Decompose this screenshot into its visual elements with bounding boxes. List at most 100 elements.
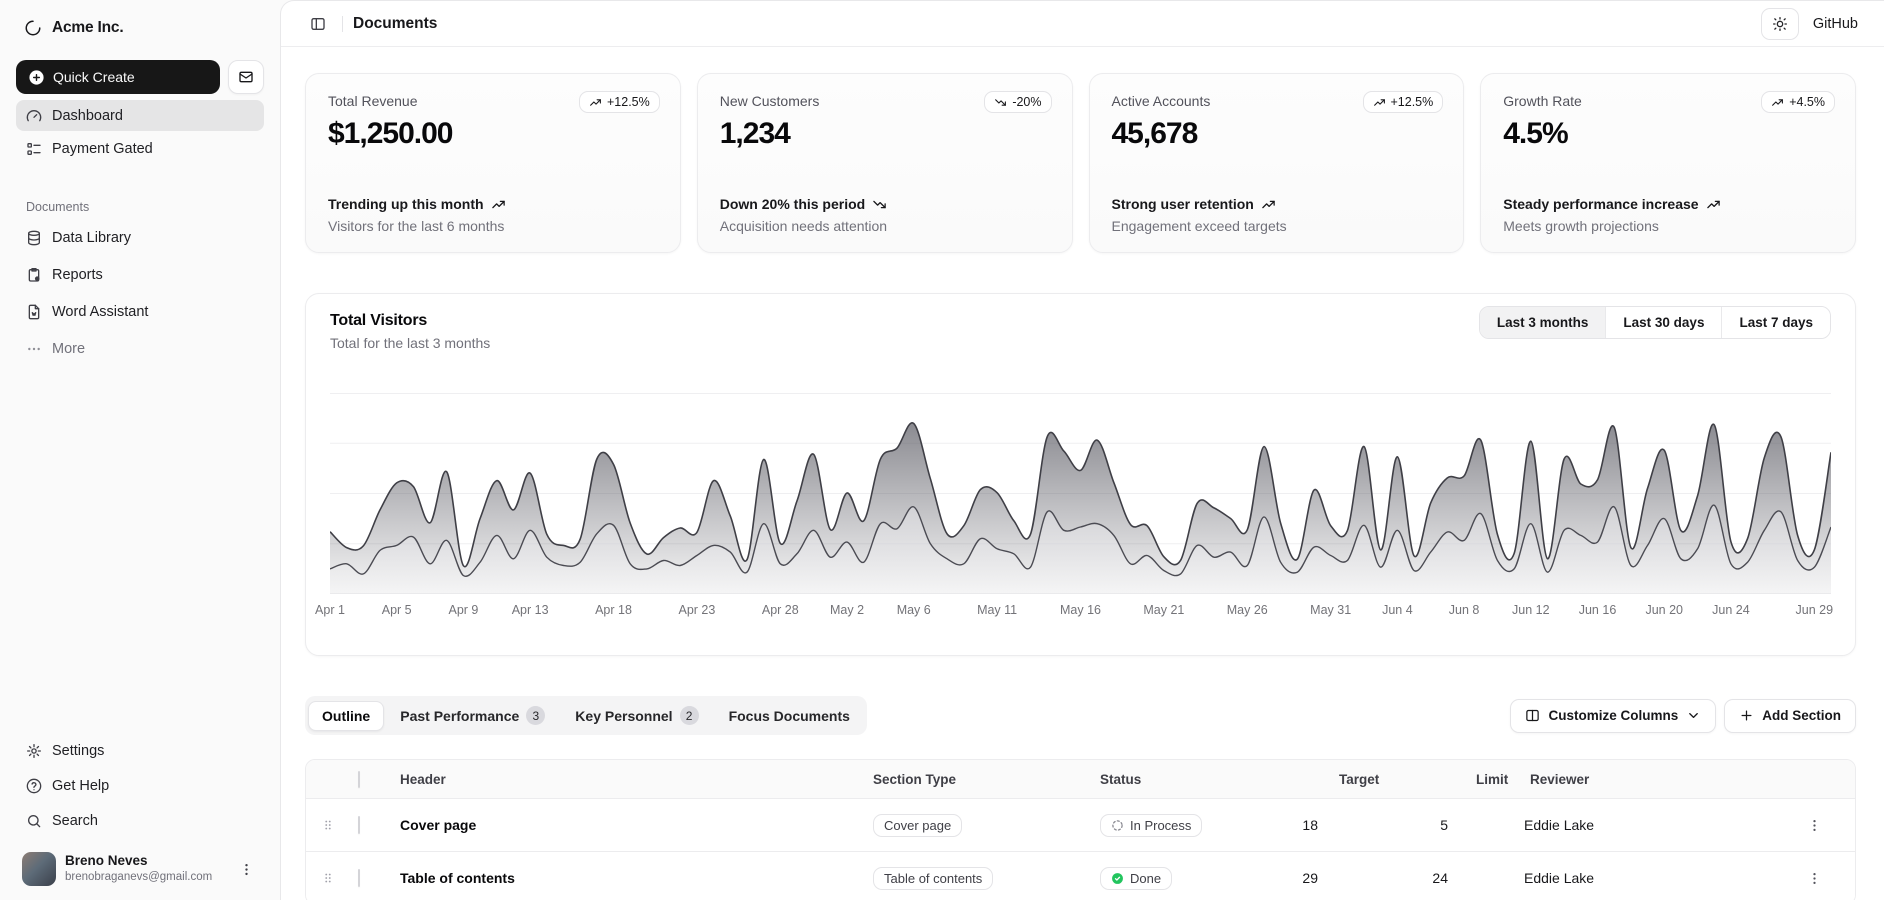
- card-value: 1,234: [719, 117, 791, 150]
- tab-outline[interactable]: Outline: [308, 700, 385, 731]
- customize-columns-button[interactable]: Customize Columns: [1510, 698, 1717, 733]
- x-axis-tick: May 16: [1060, 603, 1101, 617]
- x-axis-tick: May 11: [977, 603, 1018, 617]
- quick-create-button[interactable]: Quick Create: [16, 60, 220, 94]
- x-axis-tick: Jun 8: [1448, 603, 1480, 617]
- row-menu-button[interactable]: [1800, 864, 1828, 892]
- loader-icon: [1112, 819, 1123, 831]
- x-axis-tick: Apr 18: [595, 603, 632, 617]
- tab-count-badge: 2: [679, 706, 699, 725]
- gear-icon: [26, 743, 42, 759]
- limit-value[interactable]: 24: [1432, 870, 1448, 886]
- sidebar-main-nav: Dashboard Payment Gated: [16, 100, 264, 164]
- card-value: $1,250.00: [328, 117, 453, 150]
- reviewer-value[interactable]: Eddie Lake: [1524, 817, 1595, 833]
- trending-down-icon: [995, 98, 1007, 106]
- circle-plus-icon: [28, 69, 45, 86]
- x-axis: Apr 1 Apr 5 Apr 9 Apr 13 Apr 18 Apr 23 Apr 28 M…: [315, 594, 1833, 624]
- theme-toggle-button[interactable]: [1760, 7, 1799, 40]
- plus-icon: [1741, 710, 1752, 721]
- mail-icon: [238, 69, 254, 85]
- card-subtext: Engagement exceed targets: [1111, 218, 1287, 234]
- sidebar-item-label: Payment Gated: [52, 140, 153, 157]
- add-section-button[interactable]: Add Section: [1724, 698, 1856, 733]
- sidebar-item-label: Data Library: [52, 229, 131, 246]
- x-axis-tick: May 2: [829, 603, 865, 617]
- x-axis-tick: May 26: [1226, 603, 1268, 617]
- sidebar-item-payment-gated[interactable]: Payment Gated: [16, 133, 264, 164]
- tab-focus-documents[interactable]: Focus Documents: [728, 707, 850, 724]
- sidebar: Acme Inc. Quick Create Dashboard Payment…: [0, 0, 280, 900]
- sidebar-item-dashboard[interactable]: Dashboard: [16, 100, 264, 131]
- sidebar-item-data-library[interactable]: Data Library: [16, 222, 264, 253]
- card-headline: Strong user retention: [1112, 196, 1287, 212]
- trending-up-icon: [1706, 200, 1720, 208]
- table-header-row: Header Section Type Status Target Limit …: [306, 760, 1855, 798]
- row-checkbox[interactable]: [358, 869, 360, 887]
- card-title: New Customers: [719, 93, 820, 109]
- user-menu[interactable]: Breno Neves brenobraganevs@gmail.com: [16, 848, 264, 886]
- brand[interactable]: Acme Inc.: [16, 12, 264, 44]
- x-axis-tick: Apr 1: [315, 603, 345, 617]
- card-title: Active Accounts: [1111, 93, 1211, 109]
- row-checkbox[interactable]: [358, 816, 360, 834]
- target-value[interactable]: 29: [1302, 870, 1318, 886]
- user-kebab-icon[interactable]: [234, 857, 258, 881]
- sidebar-item-word-assistant[interactable]: Word Assistant: [16, 296, 264, 327]
- tab-count-badge: 3: [526, 706, 546, 725]
- sidebar-item-search[interactable]: Search: [16, 805, 264, 836]
- ellipsis-icon: [26, 341, 42, 357]
- table-row: Table of contents Table of contents Done…: [306, 851, 1855, 900]
- range-last-3-months[interactable]: Last 3 months: [1479, 307, 1606, 338]
- area-chart-svg: [330, 393, 1831, 594]
- row-header[interactable]: Cover page: [400, 817, 477, 833]
- section-type-badge: Table of contents: [873, 866, 994, 890]
- drag-handle-icon[interactable]: [306, 818, 350, 832]
- sidebar-item-reports[interactable]: Reports: [16, 259, 264, 290]
- sidebar-item-settings[interactable]: Settings: [16, 735, 264, 766]
- help-icon: [26, 778, 42, 794]
- main-panel: Documents GitHub Total Revenue +12.5% $1…: [280, 0, 1884, 900]
- row-menu-button[interactable]: [1800, 811, 1828, 839]
- card-title: Total Revenue: [328, 93, 418, 109]
- topbar: Documents GitHub: [281, 1, 1884, 47]
- check-circle-icon: [1112, 872, 1123, 884]
- select-all-checkbox[interactable]: [358, 770, 360, 788]
- card-value: 4.5%: [1503, 117, 1568, 150]
- github-link[interactable]: GitHub: [1812, 15, 1858, 32]
- stat-card-total-revenue: Total Revenue +12.5% $1,250.00 Trending …: [305, 73, 681, 253]
- inbox-button[interactable]: [228, 60, 264, 94]
- sidebar-toggle-button[interactable]: [304, 10, 332, 38]
- column-header: Header: [400, 771, 446, 787]
- range-last-7-days[interactable]: Last 7 days: [1721, 307, 1830, 338]
- chevron-down-icon: [1689, 713, 1699, 718]
- tab-past-performance[interactable]: Past Performance 3: [386, 699, 559, 732]
- stat-card-new-customers: New Customers -20% 1,234 Down 20% this p…: [696, 73, 1073, 253]
- arc-logo-icon: [24, 19, 42, 37]
- list-icon: [26, 141, 42, 157]
- target-value[interactable]: 18: [1302, 817, 1318, 833]
- section-type-badge: Cover page: [873, 813, 963, 837]
- limit-value[interactable]: 5: [1440, 817, 1448, 833]
- reviewer-value[interactable]: Eddie Lake: [1524, 870, 1595, 886]
- row-header[interactable]: Table of contents: [400, 870, 515, 886]
- sidebar-item-more[interactable]: More: [16, 333, 264, 364]
- card-headline: Steady performance increase: [1503, 196, 1720, 212]
- search-icon: [26, 813, 42, 829]
- total-visitors-card: Total Visitors Total for the last 3 mont…: [305, 293, 1856, 656]
- range-last-30-days[interactable]: Last 30 days: [1605, 307, 1722, 338]
- user-email: brenobraganevs@gmail.com: [65, 871, 213, 884]
- section-tabs: Outline Past Performance 3 Key Personnel 2…: [305, 696, 867, 735]
- user-name: Breno Neves: [65, 853, 148, 869]
- sidebar-footer-nav: Settings Get Help Search: [16, 735, 264, 836]
- sidebar-item-get-help[interactable]: Get Help: [16, 770, 264, 801]
- table-row: Cover page Cover page In Process 18 5 Ed…: [306, 798, 1855, 851]
- sidebar-documents-nav: Data Library Reports Word Assistant More: [16, 222, 264, 364]
- column-reviewer: Reviewer: [1530, 771, 1590, 787]
- card-headline: Trending up this month: [328, 196, 506, 212]
- stat-card-active-accounts: Active Accounts +12.5% 45,678 Strong use…: [1088, 73, 1465, 253]
- tab-key-personnel[interactable]: Key Personnel 2: [561, 699, 712, 732]
- drag-handle-icon[interactable]: [306, 871, 350, 885]
- card-subtext: Acquisition needs attention: [719, 218, 888, 234]
- file-icon: [26, 304, 42, 320]
